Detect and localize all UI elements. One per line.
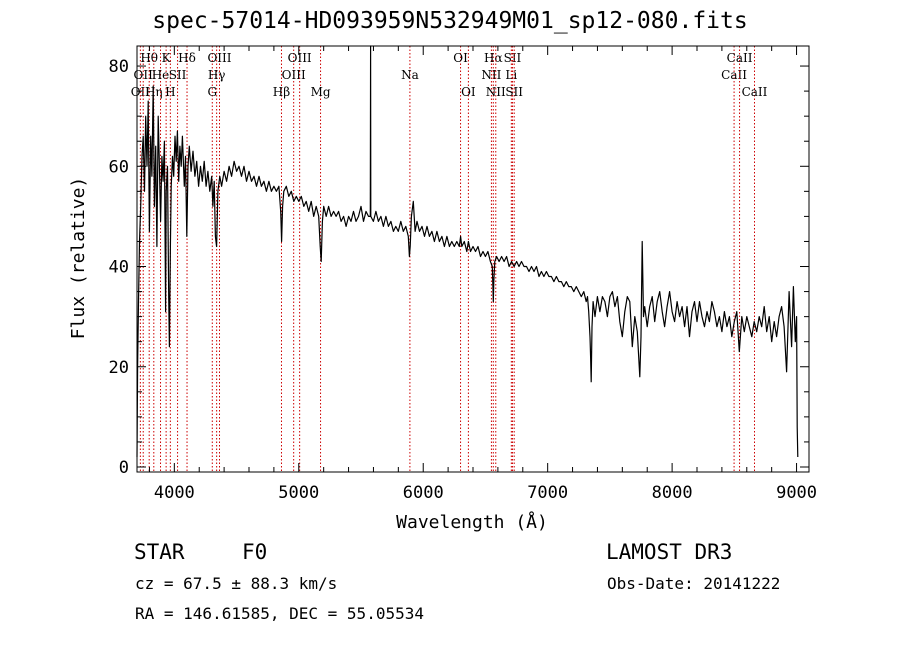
spectral-line-label: OI: [461, 85, 476, 99]
spectral-line-label: SII: [169, 68, 187, 82]
x-tick-label: 7000: [527, 483, 568, 503]
spectrum-line: [136, 45, 799, 458]
spectral-line-label: Hδ: [178, 51, 196, 65]
spectral-line-label: Hβ: [273, 85, 290, 99]
spectral-line-label: Hθ: [140, 51, 158, 65]
plot-frame: [136, 45, 810, 473]
spectral-line-label: CaII: [727, 51, 753, 65]
spectral-line-label: CaII: [721, 68, 747, 82]
spectral-line-label: CaII: [742, 85, 768, 99]
spectral-line-label: SII: [504, 51, 522, 65]
survey-name: LAMOST DR3: [606, 540, 733, 564]
x-axis-label: Wavelength (Å): [396, 511, 548, 533]
spectral-line-label: Li: [505, 68, 517, 82]
spectral-line-markers: OIIOIIHθHηHeKHSIIHδGHγOIIIHβOIIIOIIIMgNa…: [131, 46, 768, 472]
spectral-line-label: OIII: [282, 68, 306, 82]
spectral-line-label: OIII: [288, 51, 312, 65]
chart-title: spec-57014-HD093959N532949M01_sp12-080.f…: [152, 8, 748, 34]
spectral-line-label: K: [162, 51, 172, 65]
object-subclass: F0: [242, 540, 268, 564]
spectrum-series: [136, 45, 799, 458]
spectral-line-label: NII: [481, 68, 501, 82]
spectral-line-label: G: [207, 85, 217, 99]
spectral-line-label: OI: [453, 51, 468, 65]
x-tick-label: 5000: [278, 483, 319, 503]
redshift-velocity: cz = 67.5 ± 88.3 km/s: [135, 574, 338, 593]
y-axis-label: Flux (relative): [68, 177, 89, 340]
spectral-line-label: He: [152, 68, 170, 82]
spectral-line-label: Hγ: [208, 68, 226, 82]
y-tick-label: 20: [109, 358, 129, 378]
spectral-line-label: OII: [134, 68, 154, 82]
x-tick-label: 4000: [154, 483, 195, 503]
y-tick-label: 0: [119, 458, 129, 478]
spectral-line-label: Hα: [484, 51, 503, 65]
spectral-line-label: Na: [401, 68, 419, 82]
plot-axes: 4000 5000 6000 7000 8000 9000 0 20 40 60 80: [109, 45, 817, 503]
x-tick-label: 8000: [652, 483, 693, 503]
spectral-line-label: OIII: [207, 51, 231, 65]
x-tick-label: 9000: [776, 483, 817, 503]
y-tick-label: 40: [109, 258, 129, 278]
object-class: STAR: [134, 540, 185, 564]
y-tick-label: 80: [109, 57, 129, 77]
spectral-line-label: SII: [505, 85, 523, 99]
spectral-line-label: NII: [486, 85, 506, 99]
spectral-line-label: OII: [131, 85, 151, 99]
y-tick-label: 60: [109, 157, 129, 177]
x-tick-label: 6000: [403, 483, 444, 503]
spectral-line-label: Mg: [311, 85, 331, 99]
spectral-line-label: H: [165, 85, 175, 99]
observation-date: Obs-Date: 20141222: [607, 574, 781, 593]
coordinates: RA = 146.61585, DEC = 55.05534: [135, 604, 424, 623]
